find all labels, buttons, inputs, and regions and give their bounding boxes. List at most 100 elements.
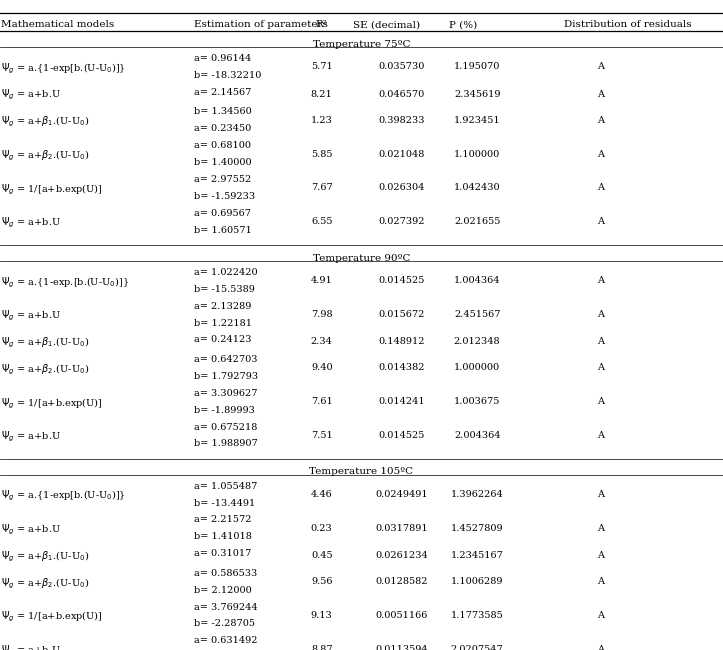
Text: $\Psi_g$ = a+b.U: $\Psi_g$ = a+b.U [1,430,61,445]
Text: A: A [596,276,604,285]
Text: 5.71: 5.71 [311,62,333,72]
Text: 0.027392: 0.027392 [378,217,424,226]
Text: 2.34: 2.34 [311,337,333,346]
Text: A: A [596,645,604,650]
Text: A: A [596,431,604,440]
Text: a= 2.14567: a= 2.14567 [194,88,251,97]
Text: 0.046570: 0.046570 [378,90,424,99]
Text: a= 0.69567: a= 0.69567 [194,209,251,218]
Text: 1.4527809: 1.4527809 [451,524,503,533]
Text: A: A [596,62,604,72]
Text: 8.87: 8.87 [311,645,333,650]
Text: a= 3.309627: a= 3.309627 [194,389,257,398]
Text: 0.45: 0.45 [311,551,333,560]
Text: A: A [596,577,604,586]
Text: $\Psi_g$ = a+$\beta_2$.(U-U$_0$): $\Psi_g$ = a+$\beta_2$.(U-U$_0$) [1,576,90,591]
Text: b= 1.41018: b= 1.41018 [194,532,252,541]
Text: b= 1.34560: b= 1.34560 [194,107,252,116]
Text: a= 2.97552: a= 2.97552 [194,175,251,184]
Text: 7.61: 7.61 [311,397,333,406]
Text: a= 0.96144: a= 0.96144 [194,54,251,63]
Text: 0.014382: 0.014382 [378,363,424,372]
Text: $\Psi_g$ = 1/[a+b.exp(U)]: $\Psi_g$ = 1/[a+b.exp(U)] [1,182,103,197]
Text: 1.1773585: 1.1773585 [451,611,503,620]
Text: 1.000000: 1.000000 [454,363,500,372]
Text: 7.67: 7.67 [311,183,333,192]
Text: Distribution of residuals: Distribution of residuals [564,20,692,29]
Text: 1.3962264: 1.3962264 [451,490,503,499]
Text: 1.004364: 1.004364 [454,276,500,285]
Text: b= -1.89993: b= -1.89993 [194,406,254,415]
Text: 2.451567: 2.451567 [454,310,500,319]
Text: R²: R² [316,20,328,29]
Text: 1.2345167: 1.2345167 [450,551,504,560]
Text: a= 0.675218: a= 0.675218 [194,422,257,432]
Text: P (%): P (%) [448,20,477,29]
Text: a= 0.586533: a= 0.586533 [194,569,257,578]
Text: 8.21: 8.21 [311,90,333,99]
Text: 0.398233: 0.398233 [378,116,424,125]
Text: A: A [596,310,604,319]
Text: 0.015672: 0.015672 [378,310,424,319]
Text: SE (decimal): SE (decimal) [354,20,420,29]
Text: a= 3.769244: a= 3.769244 [194,603,257,612]
Text: b= 2.12000: b= 2.12000 [194,586,252,595]
Text: b= 1.792793: b= 1.792793 [194,372,258,381]
Text: $\Psi_g$ = a+b.U: $\Psi_g$ = a+b.U [1,523,61,538]
Text: b= -1.59233: b= -1.59233 [194,192,255,201]
Text: 0.014525: 0.014525 [378,431,424,440]
Text: b= 1.988907: b= 1.988907 [194,439,257,448]
Text: A: A [596,551,604,560]
Text: b= -15.5389: b= -15.5389 [194,285,254,294]
Text: 6.55: 6.55 [311,217,333,226]
Text: b= -2.28705: b= -2.28705 [194,619,254,629]
Text: A: A [596,363,604,372]
Text: Temperature 75ºC: Temperature 75ºC [313,40,410,49]
Text: $\Psi_g$ = a+$\beta_2$.(U-U$_0$): $\Psi_g$ = a+$\beta_2$.(U-U$_0$) [1,148,90,163]
Text: 7.98: 7.98 [311,310,333,319]
Text: 0.0051166: 0.0051166 [375,611,427,620]
Text: 4.46: 4.46 [311,490,333,499]
Text: $\Psi_g$ = 1/[a+b.exp(U)]: $\Psi_g$ = 1/[a+b.exp(U)] [1,396,103,411]
Text: A: A [596,490,604,499]
Text: a= 1.022420: a= 1.022420 [194,268,257,277]
Text: Mathematical models: Mathematical models [1,20,115,29]
Text: A: A [596,217,604,226]
Text: Temperature 105ºC: Temperature 105ºC [309,467,414,476]
Text: 1.042430: 1.042430 [454,183,500,192]
Text: a= 2.13289: a= 2.13289 [194,302,251,311]
Text: b= -13.4491: b= -13.4491 [194,499,255,508]
Text: b= 1.40000: b= 1.40000 [194,158,252,167]
Text: 0.035730: 0.035730 [378,62,424,72]
Text: $\Psi_g$ = a+b.U: $\Psi_g$ = a+b.U [1,88,61,102]
Text: 0.014525: 0.014525 [378,276,424,285]
Text: a= 0.23450: a= 0.23450 [194,124,251,133]
Text: A: A [596,116,604,125]
Text: 9.13: 9.13 [311,611,333,620]
Text: 0.148912: 0.148912 [378,337,424,346]
Text: Estimation of parameters: Estimation of parameters [194,20,328,29]
Text: b= -18.32210: b= -18.32210 [194,71,261,80]
Text: 0.0317891: 0.0317891 [375,524,427,533]
Text: A: A [596,183,604,192]
Text: $\Psi_g$ = a.{1-exp[b.(U-U$_0$)]}: $\Psi_g$ = a.{1-exp[b.(U-U$_0$)]} [1,61,127,76]
Text: 0.021048: 0.021048 [378,150,424,159]
Text: a= 1.055487: a= 1.055487 [194,482,257,491]
Text: 7.51: 7.51 [311,431,333,440]
Text: 1.003675: 1.003675 [454,397,500,406]
Text: $\Psi_g$ = a.{1-exp[b.(U-U$_0$)]}: $\Psi_g$ = a.{1-exp[b.(U-U$_0$)]} [1,489,127,504]
Text: A: A [596,611,604,620]
Text: $\Psi_g$ = 1/[a+b.exp(U)]: $\Psi_g$ = 1/[a+b.exp(U)] [1,610,103,625]
Text: $\Psi_g$ = a+b.U: $\Psi_g$ = a+b.U [1,216,61,231]
Text: A: A [596,397,604,406]
Text: 0.0249491: 0.0249491 [375,490,427,499]
Text: a= 2.21572: a= 2.21572 [194,515,252,525]
Text: A: A [596,150,604,159]
Text: A: A [596,524,604,533]
Text: 1.195070: 1.195070 [454,62,500,72]
Text: a= 0.631492: a= 0.631492 [194,636,257,645]
Text: $\Psi_g$ = a+b.U: $\Psi_g$ = a+b.U [1,309,61,324]
Text: $\Psi_g$ = a+$\beta_2$.(U-U$_0$): $\Psi_g$ = a+$\beta_2$.(U-U$_0$) [1,362,90,377]
Text: A: A [596,90,604,99]
Text: a= 0.68100: a= 0.68100 [194,141,251,150]
